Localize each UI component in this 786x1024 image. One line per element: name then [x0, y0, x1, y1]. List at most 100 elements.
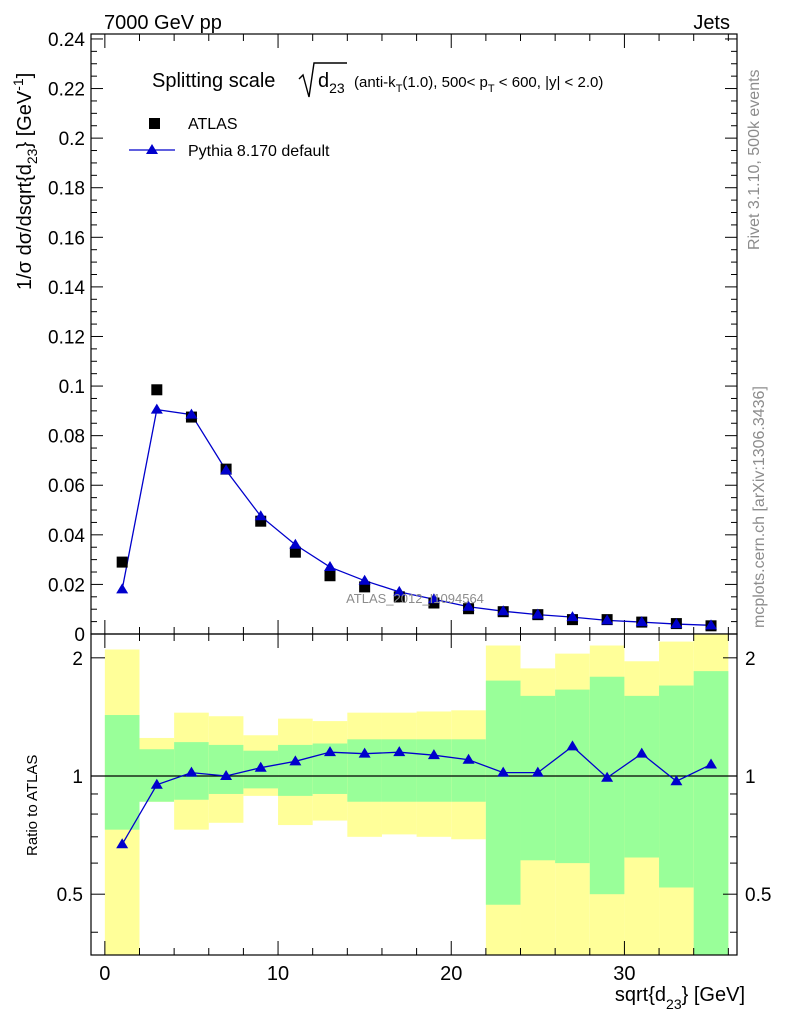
analysis-watermark: ATLAS_2012_I1094564 [346, 591, 484, 606]
ratio-point [566, 740, 579, 751]
pythia-point [254, 510, 267, 521]
ratio-y-ticks: 0.5 0.5 1 1 2 2 [57, 649, 771, 933]
inner-band-bin [208, 744, 244, 794]
pythia-point [220, 464, 233, 475]
inner-band-bin [278, 744, 313, 796]
title-prefix: Splitting scale [152, 70, 275, 92]
inner-band-bin [589, 676, 625, 895]
ratio-point [497, 766, 510, 777]
pythia-point [289, 538, 302, 549]
ratio-x-tick-label: 0 [99, 963, 110, 985]
inner-band-bin [416, 739, 452, 802]
ratio-point [324, 746, 337, 757]
main-y-tick-label: 0.06 [48, 476, 85, 497]
title-sqrt-arg: d [318, 70, 329, 92]
pythia-point [566, 611, 579, 622]
main-y-tick-label: 0.22 [48, 80, 85, 101]
inner-band-bin [451, 739, 486, 802]
legend-pythia-label: Pythia 8.170 default [188, 143, 330, 160]
ratio-point [185, 766, 198, 777]
ratio-y-tick-label-right: 2 [745, 649, 756, 670]
title-selection-mid: (1.0), 500< p [402, 74, 487, 91]
ratio-y-tick-label: 2 [72, 649, 83, 670]
main-y-axis-label: 1/σ dσ/dsqrt{d23} [GeV-1] [10, 73, 40, 290]
xlabel-pre: sqrt{d [615, 984, 666, 1006]
ratio-frame [90, 633, 738, 956]
pythia-point [497, 605, 510, 616]
inner-band-bin [693, 671, 729, 955]
ratio-x-tick-label: 10 [267, 963, 289, 985]
ratio-y-axis-label: Ratio to ATLAS [24, 755, 41, 856]
ratio-point [670, 775, 683, 786]
ratio-point [150, 778, 163, 789]
main-y-tick-label: 0.1 [59, 377, 85, 398]
ratio-x-tick-label: 30 [613, 963, 635, 985]
svg-text:d23: d23 [318, 70, 345, 96]
main-y-tick-label: 0.18 [48, 179, 85, 200]
ratio-panel: 0.5 0.5 1 1 2 2 0 10 20 30 Ratio to ATLAS sqrt{d… [24, 633, 771, 1012]
legend-atlas-marker [149, 118, 160, 129]
main-y-tick-label: 0.02 [48, 575, 85, 596]
pythia-point [185, 408, 198, 419]
ratio-y-tick-label-right: 0.5 [745, 885, 771, 906]
ratio-point [462, 753, 475, 764]
ratio-point [220, 770, 233, 781]
main-y-tick-label: 0.24 [48, 30, 85, 51]
header-right: Jets [693, 12, 730, 34]
main-y-tick-label: 0.04 [48, 526, 85, 547]
sqrt-symbol [298, 62, 347, 98]
legend: ATLAS Pythia 8.170 default [129, 116, 330, 160]
ratio-y-tick-label: 1 [72, 767, 83, 788]
atlas-point [151, 384, 163, 396]
ratio-point [635, 747, 648, 758]
ratio-point [116, 838, 129, 849]
atlas-point [116, 556, 128, 568]
atlas-point [324, 570, 336, 582]
ratio-y-tick-label-right: 1 [745, 767, 756, 788]
main-y-tick-label: 0.12 [48, 327, 85, 348]
ratio-point [601, 771, 614, 782]
inner-band-bin [520, 695, 556, 861]
main-y-tick-label: 0.08 [48, 427, 85, 448]
main-y-ticks: 0 0.02 0.04 0.06 0.08 0.1 0.12 0.14 0.16 0.18 0.2 0… [48, 30, 737, 646]
xlabel-sub: 23 [666, 996, 682, 1012]
atlas-point [289, 546, 301, 558]
inner-band-bin [104, 715, 140, 830]
legend-atlas-label: ATLAS [188, 116, 238, 133]
inner-band-bin [624, 695, 660, 858]
ratio-point [358, 747, 371, 758]
header-left: 7000 GeV pp [104, 12, 222, 34]
ratio-line [121, 745, 712, 845]
legend-pythia-marker [146, 144, 158, 154]
main-y-tick-label: 0.16 [48, 228, 85, 249]
pythia-point [393, 585, 406, 596]
pythia-point [324, 561, 337, 572]
main-data [116, 384, 718, 632]
title-sqrt-arg-sub: 23 [329, 80, 345, 96]
ratio-point [254, 761, 267, 772]
plot-title: Splitting scale d23 (anti-kT(1.0), 500< … [152, 62, 604, 98]
pythia-point [358, 574, 371, 585]
main-y-tick-label: 0.14 [48, 278, 85, 299]
ylabel-mid: } [GeV [14, 90, 36, 148]
title-selection: (anti-k [354, 74, 396, 91]
title-selection-end: < 600, |y| < 2.0) [495, 74, 604, 91]
ratio-x-ticks: 0 10 20 30 [99, 634, 729, 985]
pythia-point [635, 616, 648, 627]
xlabel-post: } [GeV] [682, 984, 745, 1006]
ylabel-pre: 1/σ dσ/dsqrt{d [14, 164, 36, 290]
pythia-point [427, 593, 440, 604]
mcplots-label: mcplots.cern.ch [arXiv:1306.3436] [751, 386, 768, 628]
ratio-x-tick-label: 20 [440, 963, 462, 985]
pythia-line [121, 408, 712, 626]
pythia-point [150, 403, 163, 414]
ratio-bands [104, 634, 729, 955]
pythia-point [670, 618, 683, 629]
ratio-point [289, 755, 302, 766]
ylabel-post: ] [14, 73, 36, 79]
main-y-tick-label: 0.2 [59, 129, 85, 150]
inner-band-bin [659, 685, 694, 888]
ratio-point [531, 766, 544, 777]
ratio-point [393, 746, 406, 757]
